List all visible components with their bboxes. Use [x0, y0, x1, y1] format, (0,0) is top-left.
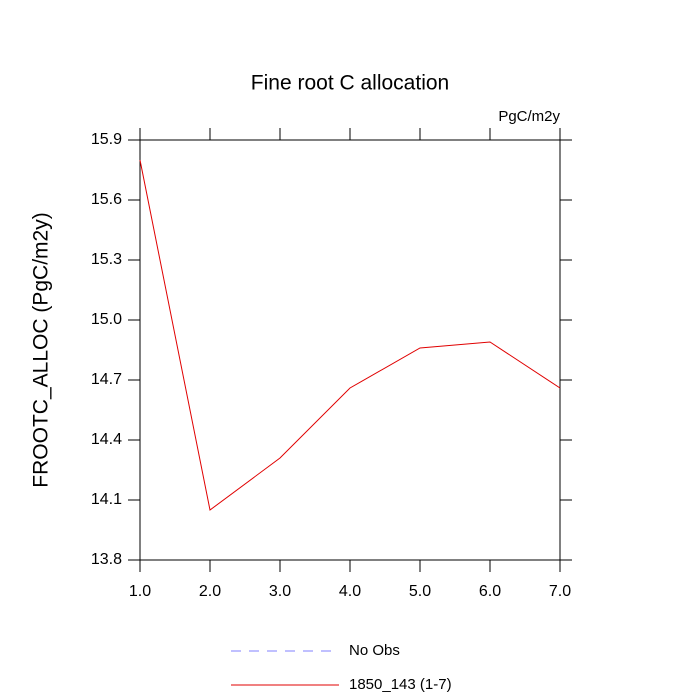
x-tick-label: 1.0 [129, 583, 151, 600]
chart-subtitle: PgC/m2y [498, 108, 560, 125]
y-axis-label: FROOTC_ALLOC (PgC/m2y) [30, 212, 53, 487]
y-tick-label: 15.6 [91, 191, 122, 208]
x-tick-label: 4.0 [339, 583, 361, 600]
y-tick-label: 15.9 [91, 131, 122, 148]
x-tick-label: 3.0 [269, 583, 291, 600]
legend-label: No Obs [349, 642, 400, 659]
x-tick-label: 7.0 [549, 583, 571, 600]
series-line [139, 159, 561, 511]
y-tick-label: 15.3 [91, 251, 122, 268]
y-tick-label: 14.4 [91, 431, 122, 448]
x-tick-label: 2.0 [199, 583, 221, 600]
y-tick-label: 14.1 [91, 491, 122, 508]
legend-label: 1850_143 (1-7) [349, 676, 452, 693]
x-tick-label: 6.0 [479, 583, 501, 600]
chart-title: Fine root C allocation [251, 72, 449, 95]
y-tick-label: 14.7 [91, 371, 122, 388]
y-tick-label: 13.8 [91, 551, 122, 568]
plot-frame [139, 139, 561, 561]
x-tick-label: 5.0 [409, 583, 431, 600]
y-tick-label: 15.0 [91, 311, 122, 328]
